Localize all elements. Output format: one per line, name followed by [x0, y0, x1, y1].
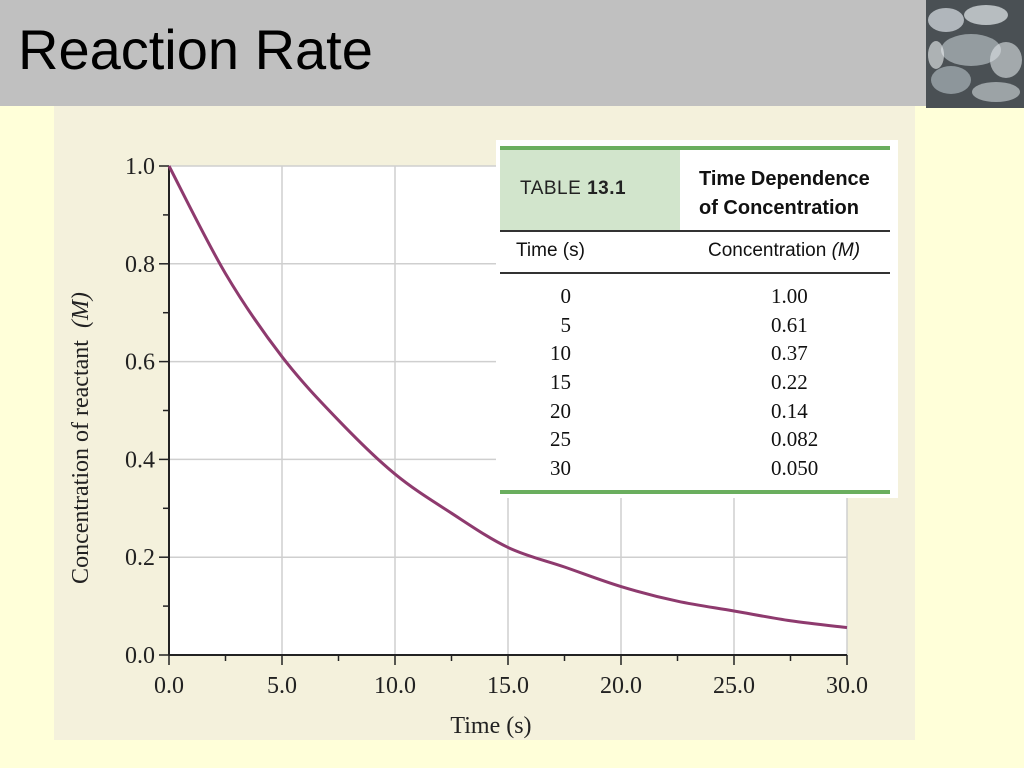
time-column: 0 5 10 15 20 25 30 [536, 282, 571, 483]
table-label-cell: TABLE 13.1 [500, 150, 680, 230]
ice-photo [926, 0, 1024, 108]
x-tick-label: 20.0 [600, 673, 642, 699]
concentration-cell: 0.22 [771, 370, 808, 395]
table-caption: Time Dependence of Concentration [699, 165, 899, 223]
time-cell: 15 [550, 370, 571, 395]
y-axis-label-unit: (M) [68, 292, 94, 328]
column-header-concentration: Concentration (M) [708, 240, 860, 262]
table-label: TABLE 13.1 [520, 178, 626, 200]
time-cell: 5 [560, 312, 572, 337]
y-tick-label: 0.8 [125, 252, 155, 278]
table-top-rule [500, 146, 890, 150]
x-tick-label: 10.0 [374, 673, 416, 699]
x-axis-label: Time (s) [450, 713, 531, 739]
time-cell: 25 [550, 427, 571, 452]
time-cell: 10 [550, 341, 571, 366]
x-tick-label: 5.0 [267, 673, 297, 699]
y-tick-label: 0.2 [125, 545, 155, 571]
concentration-column: 1.00 0.61 0.37 0.22 0.14 0.082 0.050 [771, 282, 851, 483]
y-tick-label: 0.0 [125, 643, 155, 669]
concentration-cell: 0.050 [771, 456, 819, 481]
concentration-cell: 1.00 [771, 284, 808, 308]
table-column-rule [500, 272, 890, 274]
concentration-cell: 0.37 [771, 341, 808, 366]
table-header-rule [500, 230, 890, 232]
table-label-prefix: TABLE [520, 178, 582, 199]
x-tick-label: 30.0 [826, 673, 868, 699]
time-cell: 20 [550, 398, 571, 423]
y-axis-label: Concentration of reactant (M) [68, 292, 94, 584]
table-bottom-rule [500, 490, 890, 494]
time-cell: 30 [550, 456, 571, 481]
table-caption-line1: Time Dependence [699, 168, 870, 190]
y-axis-label-text: Concentration of reactant [68, 340, 94, 584]
concentration-cell: 0.61 [771, 312, 808, 337]
column-header-concentration-unit: (M) [831, 240, 861, 261]
y-tick-label: 0.6 [125, 350, 155, 376]
concentration-table: TABLE 13.1 Time Dependence of Concentrat… [496, 140, 898, 498]
x-tick-label: 25.0 [713, 673, 755, 699]
concentration-cell: 0.082 [771, 427, 819, 452]
title-bar: Reaction Rate [0, 0, 926, 106]
column-header-time: Time (s) [516, 240, 585, 261]
y-tick-label: 0.4 [125, 447, 155, 473]
table-label-number: 13.1 [587, 178, 627, 199]
concentration-cell: 0.14 [771, 398, 808, 423]
concentration-curve [167, 165, 848, 630]
table-caption-line2: of Concentration [699, 197, 859, 219]
y-tick-label: 1.0 [125, 154, 155, 180]
column-header-concentration-text: Concentration [708, 240, 827, 261]
x-tick-label: 0.0 [154, 673, 184, 699]
slide-title: Reaction Rate [18, 18, 373, 81]
time-cell: 0 [560, 284, 572, 308]
x-tick-label: 15.0 [487, 673, 529, 699]
